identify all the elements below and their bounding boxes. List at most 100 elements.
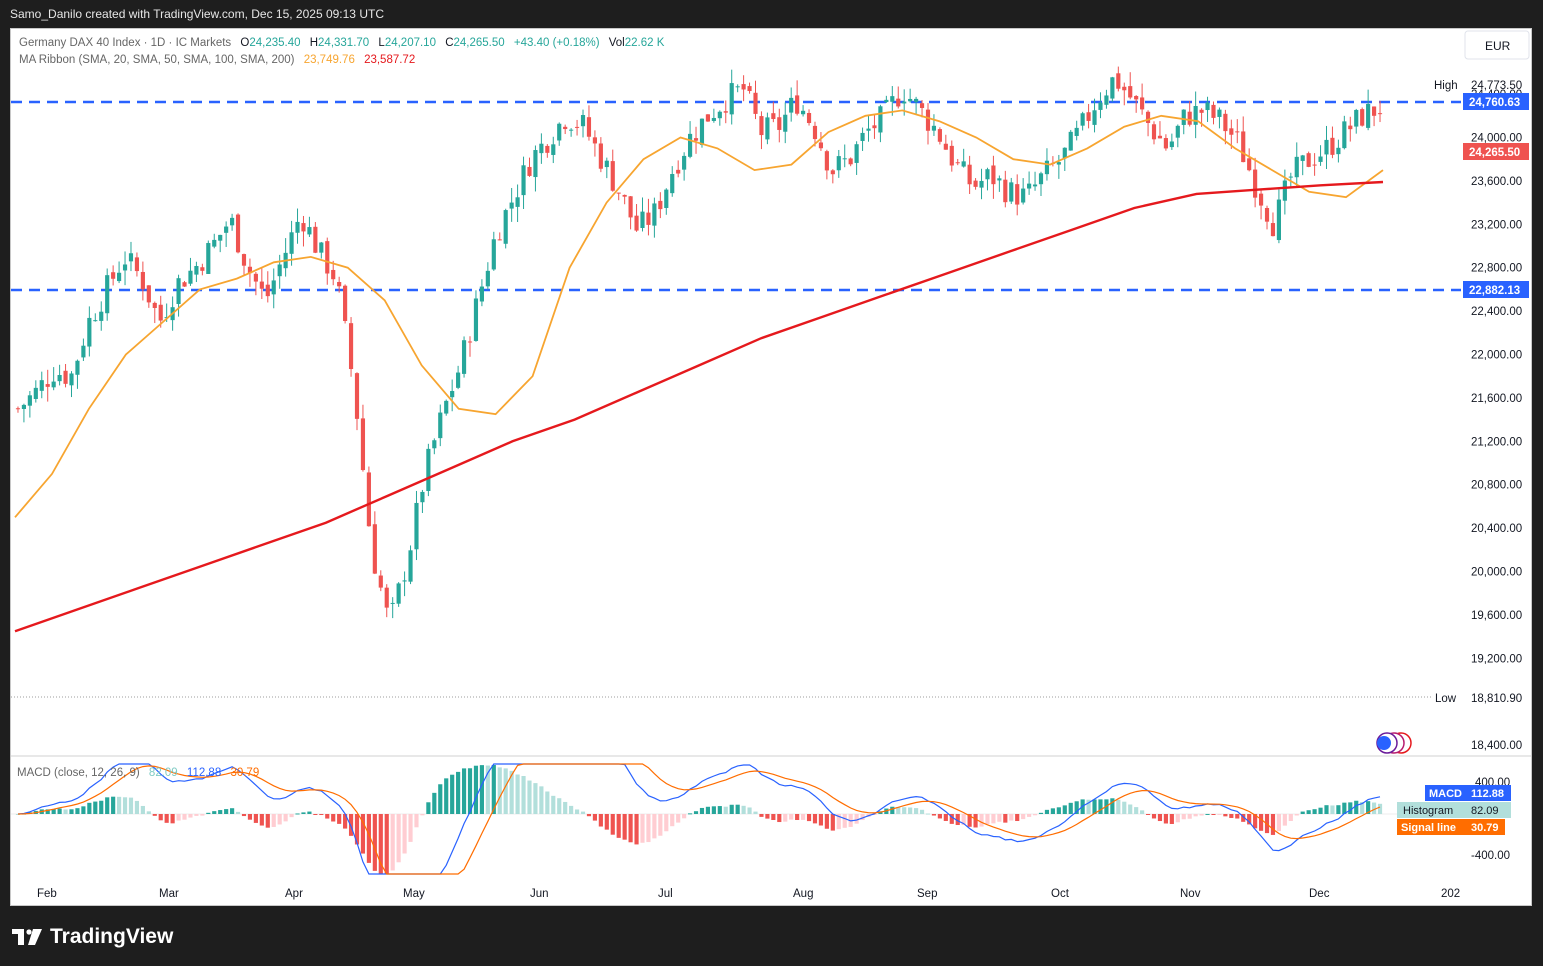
macd-histogram-bar [574, 809, 580, 814]
candle-body [592, 137, 597, 144]
macd-histogram-bar [75, 808, 80, 814]
macd-histogram-bar [176, 814, 181, 821]
candle-body [456, 372, 461, 388]
candle-body [212, 239, 217, 247]
macd-histogram-bar [99, 800, 104, 814]
candle-body [1068, 131, 1073, 151]
candle-body [1258, 193, 1264, 206]
macd-histogram-bar [925, 813, 931, 815]
scroll-to-realtime-icon[interactable] [1376, 732, 1412, 754]
macd-histogram-bar [450, 774, 455, 814]
candle-body [1021, 188, 1026, 203]
tradingview-logo-icon [12, 929, 42, 945]
ma20-line[interactable] [14, 109, 1384, 518]
macd-histogram-bar [1074, 801, 1079, 814]
macd-histogram-bar [117, 796, 122, 814]
x-axis[interactable]: Feb Mar Apr May Jun Jul Aug Sep Oct Nov Dec 202 [37, 888, 1460, 900]
candle-body [789, 97, 794, 113]
tradingview-brand[interactable]: TradingView [12, 922, 173, 952]
candle-body [402, 580, 407, 582]
macd-line[interactable] [17, 763, 1381, 875]
candle-body [188, 270, 193, 284]
candle-body [384, 587, 389, 608]
macd-histogram-bar [634, 814, 639, 845]
x-tick-label: Jul [658, 888, 673, 900]
ma200-line[interactable] [14, 180, 1384, 633]
legend-vol: 22.62 K [625, 37, 665, 49]
candle-body [1140, 97, 1145, 110]
macd-histogram-bar [1021, 814, 1026, 820]
macd-histogram-bar [1086, 799, 1091, 814]
macd-histogram-bar [1098, 799, 1103, 814]
macd-histogram-bar [747, 807, 752, 814]
legend-ma-ribbon: MA Ribbon (SMA, 20, SMA, 50, SMA, 100, S… [19, 54, 295, 66]
candle-body [1110, 77, 1115, 99]
macd-histogram-bar [343, 814, 348, 829]
x-tick-label: May [403, 888, 425, 900]
currency-button[interactable] [1464, 30, 1530, 60]
macd-histogram-bar [931, 814, 937, 816]
macd-histogram-bar [152, 814, 157, 816]
candle-body [1187, 111, 1192, 125]
signal-line[interactable] [17, 763, 1381, 875]
candle-body [354, 373, 360, 419]
macd-tag-value: 112.88 [1471, 788, 1504, 800]
candle-body [253, 273, 258, 282]
macd-histogram-bar [569, 805, 574, 814]
candle-body [206, 243, 211, 274]
candle-body [509, 202, 514, 209]
candle-body [473, 298, 479, 341]
chart-svg[interactable]: Germany DAX 40 Index · 1D · IC Markets O… [11, 29, 1532, 906]
candle-body [307, 227, 312, 235]
macd-histogram-bar [1360, 801, 1365, 814]
currency-button-label[interactable]: EUR [1485, 39, 1511, 53]
candle-body [580, 115, 586, 127]
macd-histogram-bar [158, 814, 163, 821]
legend-low-label: L [378, 37, 385, 49]
candle-body [408, 550, 413, 582]
candle-body [450, 390, 455, 398]
candle-body [1330, 137, 1335, 155]
macd-histogram-bar [390, 814, 395, 871]
macd-histogram-bar [777, 814, 782, 823]
macd-histogram-bar [134, 800, 140, 814]
candle-body [1128, 86, 1133, 98]
macd-histogram-bar [1354, 800, 1359, 814]
candle-body [1348, 125, 1353, 130]
signal-tag-value: 30.79 [1471, 822, 1499, 834]
candle-body [985, 169, 990, 180]
candle-body [878, 106, 883, 133]
legend-low: 24,207.10 [385, 37, 436, 49]
macd-histogram-bar [283, 814, 288, 822]
candle-body [1282, 180, 1287, 201]
candle-body [1086, 112, 1091, 121]
candle-body [1324, 139, 1329, 155]
candle-body [521, 165, 526, 196]
macd-histogram-bar [1187, 814, 1192, 819]
macd-histogram-bar [1157, 814, 1163, 822]
candle-body [908, 98, 913, 102]
legend-close-label: C [445, 37, 453, 49]
y-tick-label: 19,200.00 [1471, 653, 1522, 665]
candle-body [45, 384, 50, 387]
macd-histogram-bar [319, 814, 324, 815]
candle-body [235, 214, 241, 253]
y-tick-label: 24,000.00 [1471, 133, 1522, 145]
candle-body [896, 98, 901, 107]
macd-histogram-bar [241, 814, 247, 817]
macd-histogram-bar [289, 814, 294, 818]
y-tick-label: 23,200.00 [1471, 219, 1522, 231]
macd-histogram-bar [646, 814, 651, 843]
candle-body [420, 491, 425, 503]
macd-tag [1425, 785, 1511, 801]
candle-body [337, 281, 342, 287]
y-axis[interactable]: 24,400.0024,000.0023,600.0023,200.0022,8… [1471, 89, 1522, 752]
candle-body [729, 83, 734, 115]
macd-histogram-bar [170, 814, 175, 824]
macd-histogram-bar [955, 814, 960, 826]
candle-body [759, 116, 764, 136]
chart-frame[interactable]: Germany DAX 40 Index · 1D · IC Markets O… [10, 28, 1532, 906]
macd-histogram-bar [456, 771, 461, 814]
macd-histogram-bar [105, 797, 110, 814]
candle-body [33, 387, 38, 399]
